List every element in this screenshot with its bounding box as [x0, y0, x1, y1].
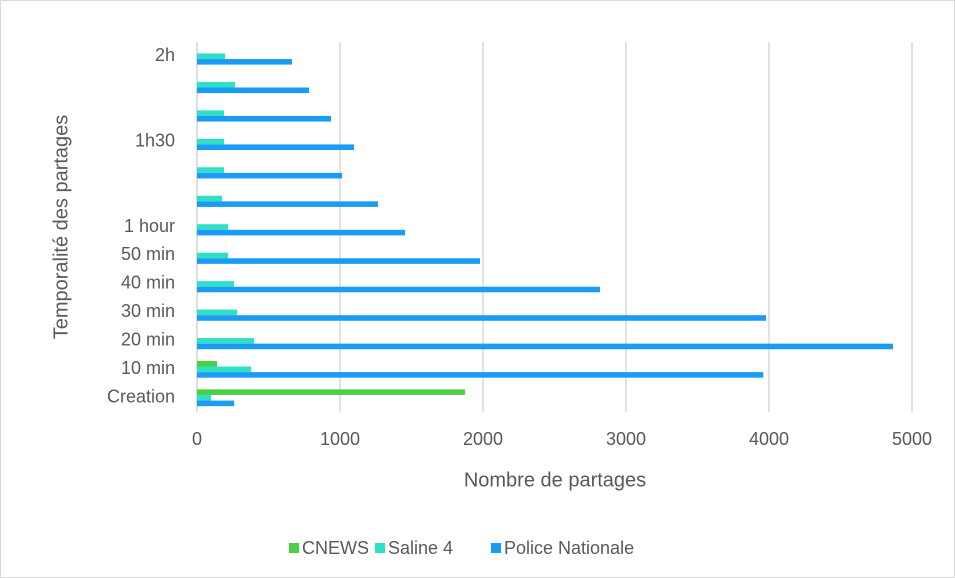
y-tick-label: 40 min — [121, 273, 175, 293]
bar — [197, 201, 379, 207]
bar — [197, 394, 212, 401]
y-tick-label: 30 min — [121, 301, 175, 321]
bar — [197, 224, 229, 230]
x-axis-title: Nombre de partages — [464, 469, 646, 491]
bar — [197, 172, 343, 179]
bar — [197, 366, 252, 373]
legend-swatch — [289, 543, 299, 553]
bar — [197, 138, 225, 145]
y-tick-label: 1h30 — [135, 130, 175, 150]
bar — [197, 372, 764, 378]
x-tick-label: 0 — [192, 429, 202, 449]
x-tick-label: 5000 — [892, 429, 932, 449]
y-tick-label: 2h — [155, 45, 175, 65]
x-tick-label: 4000 — [749, 429, 789, 449]
bar — [197, 343, 893, 350]
x-tick-label: 1000 — [320, 429, 360, 449]
bar — [197, 59, 292, 65]
bar — [197, 389, 465, 395]
x-tick-label: 3000 — [606, 429, 646, 449]
legend-label: CNEWS — [302, 538, 369, 558]
bar — [197, 87, 309, 94]
bar — [197, 115, 331, 122]
bar — [197, 110, 225, 116]
y-tick-label: 1 hour — [124, 216, 175, 236]
bar — [197, 81, 236, 88]
bar — [197, 229, 406, 236]
bar — [197, 144, 355, 151]
bar — [197, 360, 218, 367]
bar — [197, 195, 223, 202]
legend-label: Police Nationale — [504, 538, 634, 558]
y-tick-label: 50 min — [121, 244, 175, 264]
bar — [197, 286, 600, 293]
bar — [197, 338, 255, 344]
legend-swatch — [491, 543, 501, 553]
bar — [197, 281, 235, 287]
bar — [197, 252, 229, 259]
y-tick-label: 10 min — [121, 358, 175, 378]
legend-label: Saline 4 — [388, 538, 453, 558]
bar — [197, 315, 766, 321]
legend-swatch — [375, 543, 385, 553]
x-tick-label: 2000 — [463, 429, 503, 449]
y-axis-title: Temporalité des partages — [50, 115, 72, 340]
bar — [197, 167, 225, 173]
bar — [197, 400, 235, 407]
y-tick-label: Creation — [107, 387, 175, 407]
bar — [197, 53, 226, 60]
y-tick-label: 20 min — [121, 330, 175, 350]
bar — [197, 309, 238, 316]
bar — [197, 258, 480, 264]
